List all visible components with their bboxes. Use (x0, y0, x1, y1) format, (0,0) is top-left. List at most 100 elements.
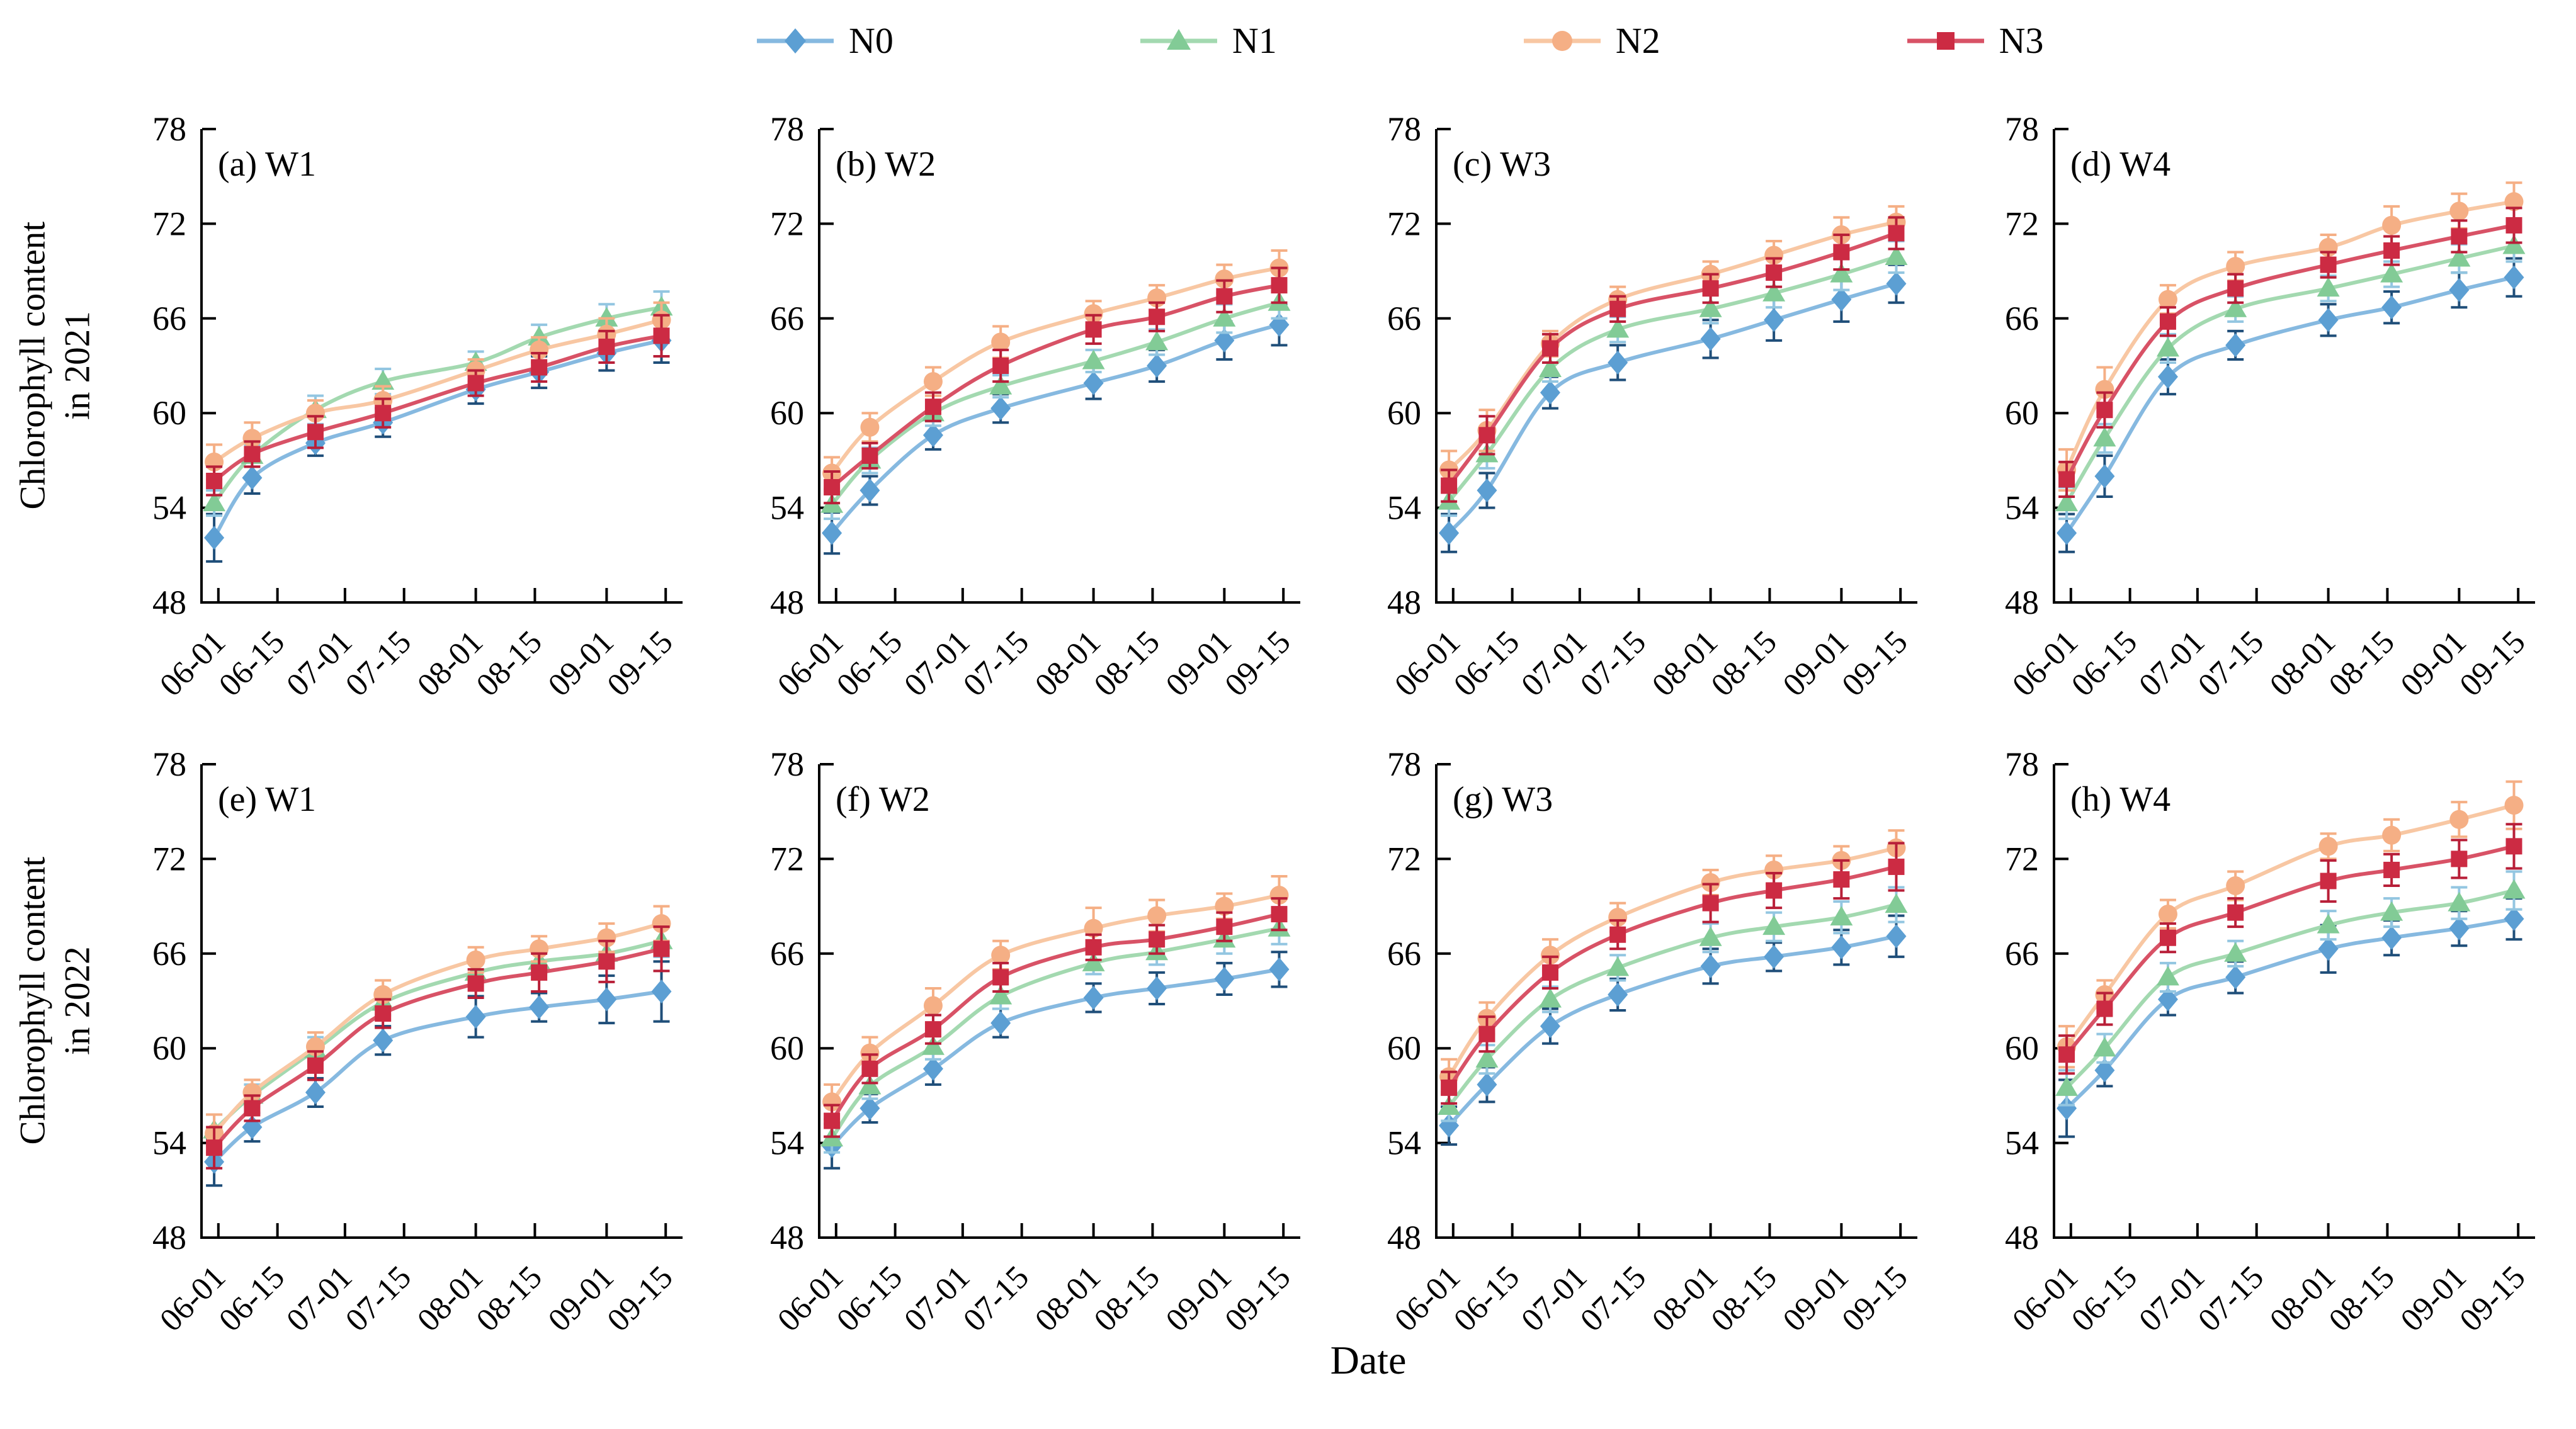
svg-text:06-15: 06-15 (212, 1259, 292, 1338)
svg-text:06-01: 06-01 (1388, 624, 1467, 703)
svg-text:07-01: 07-01 (280, 1259, 359, 1338)
legend-label: N1 (1232, 20, 1277, 61)
svg-text:72: 72 (770, 205, 804, 242)
svg-text:09-15: 09-15 (1218, 624, 1298, 703)
svg-text:66: 66 (152, 300, 186, 337)
svg-text:54: 54 (770, 489, 804, 527)
series-N1 (820, 911, 1291, 1154)
svg-text:09-01: 09-01 (2394, 624, 2473, 703)
svg-text:60: 60 (2005, 394, 2039, 432)
y-axis-title-line1: Chlorophyll content (13, 221, 53, 510)
legend-label: N0 (849, 20, 894, 61)
series-N0 (1439, 914, 1907, 1146)
svg-text:09-01: 09-01 (1776, 1259, 1856, 1338)
svg-text:(a) W1: (a) W1 (218, 145, 316, 184)
n0-diamond-icon (754, 26, 836, 55)
svg-text:07-15: 07-15 (2191, 1259, 2271, 1338)
svg-text:54: 54 (2005, 489, 2039, 527)
svg-text:09-01: 09-01 (542, 1259, 621, 1338)
panel-(f) W2: 48 54 60 66 72 78 06-0106-1507-0107-1508-0108-… (770, 745, 1300, 1338)
svg-text:78: 78 (1387, 110, 1421, 148)
y-axis-title-line2: in 2021 (57, 311, 97, 420)
svg-text:08-01: 08-01 (411, 1259, 490, 1338)
svg-text:72: 72 (2005, 840, 2039, 878)
svg-text:60: 60 (2005, 1029, 2039, 1067)
svg-text:48: 48 (2005, 1219, 2039, 1257)
panel-(h) W4: 48 54 60 66 72 78 06-0106-1507-0107-1508-0108-… (2005, 745, 2535, 1338)
series-N3 (206, 313, 670, 497)
svg-text:66: 66 (770, 935, 804, 973)
svg-text:09-15: 09-15 (1836, 624, 1915, 703)
svg-text:09-15: 09-15 (601, 624, 680, 703)
svg-text:54: 54 (1387, 489, 1421, 527)
svg-text:48: 48 (1387, 584, 1421, 621)
svg-text:(b) W2: (b) W2 (836, 145, 936, 184)
svg-text:78: 78 (770, 110, 804, 148)
series-N0 (822, 951, 1290, 1170)
series-N3 (206, 925, 670, 1170)
panel-(a) W1: 48 54 60 66 72 78 06-0106-1507-0107-1508-0108-… (152, 110, 683, 703)
svg-text:06-15: 06-15 (2065, 624, 2144, 703)
series-N2 (822, 874, 1289, 1121)
svg-text:60: 60 (770, 394, 804, 432)
svg-text:78: 78 (2005, 745, 2039, 783)
legend: N0 N1 N2 N3 (754, 23, 2044, 59)
series-N3 (824, 897, 1288, 1138)
svg-text:48: 48 (770, 1219, 804, 1257)
svg-text:60: 60 (1387, 394, 1421, 432)
svg-text:48: 48 (152, 1219, 186, 1257)
svg-text:07-15: 07-15 (956, 624, 1036, 703)
svg-text:06-01: 06-01 (771, 1259, 850, 1338)
svg-text:08-01: 08-01 (1645, 1259, 1725, 1338)
svg-text:48: 48 (1387, 1219, 1421, 1257)
y-axis-title-2022: Chlorophyll content in 2022 (11, 749, 99, 1253)
svg-text:66: 66 (1387, 300, 1421, 337)
svg-text:08-01: 08-01 (1028, 1259, 1108, 1338)
svg-text:60: 60 (770, 1029, 804, 1067)
svg-text:08-15: 08-15 (2322, 624, 2402, 703)
svg-text:66: 66 (2005, 300, 2039, 337)
svg-text:60: 60 (1387, 1029, 1421, 1067)
svg-text:54: 54 (770, 1124, 804, 1162)
svg-text:(g) W3: (g) W3 (1453, 780, 1553, 819)
svg-text:09-01: 09-01 (1159, 1259, 1239, 1338)
svg-text:78: 78 (2005, 110, 2039, 148)
x-axis-title: Date (1330, 1338, 1407, 1382)
svg-text:66: 66 (2005, 935, 2039, 973)
panel-(c) W3: 48 54 60 66 72 78 06-0106-1507-0107-1508-0108-… (1387, 110, 1917, 703)
series-N2 (2057, 780, 2524, 1069)
n1-triangle-icon (1138, 26, 1220, 55)
svg-text:72: 72 (770, 840, 804, 878)
legend-label: N2 (1615, 20, 1660, 61)
legend-item-n1: N1 (1138, 23, 1277, 59)
svg-text:78: 78 (152, 745, 186, 783)
svg-text:08-15: 08-15 (2322, 1259, 2402, 1338)
svg-text:(h) W4: (h) W4 (2070, 780, 2170, 819)
svg-text:09-01: 09-01 (542, 624, 621, 703)
svg-text:48: 48 (770, 584, 804, 621)
svg-text:07-01: 07-01 (897, 624, 977, 703)
y-axis-title-line2: in 2022 (57, 946, 97, 1055)
svg-text:09-15: 09-15 (601, 1259, 680, 1338)
svg-text:07-15: 07-15 (339, 1259, 418, 1338)
svg-text:06-15: 06-15 (1447, 1259, 1526, 1338)
series-N1 (1438, 886, 1908, 1122)
svg-text:72: 72 (2005, 205, 2039, 242)
series-N2 (1439, 829, 1906, 1095)
legend-item-n0: N0 (754, 23, 894, 59)
svg-text:08-01: 08-01 (2263, 1259, 2342, 1338)
svg-text:48: 48 (152, 584, 186, 621)
svg-text:60: 60 (152, 394, 186, 432)
legend-item-n3: N3 (1905, 23, 2044, 59)
series-N3 (2058, 823, 2522, 1075)
svg-text:07-01: 07-01 (2132, 1259, 2211, 1338)
series-N1 (2055, 870, 2526, 1107)
svg-text:06-01: 06-01 (2006, 624, 2085, 703)
svg-text:09-15: 09-15 (1836, 1259, 1915, 1338)
svg-text:06-01: 06-01 (153, 624, 232, 703)
svg-text:07-01: 07-01 (2132, 624, 2211, 703)
svg-text:(e) W1: (e) W1 (218, 780, 316, 819)
y-axis-title-2021: Chlorophyll content in 2021 (11, 114, 99, 618)
